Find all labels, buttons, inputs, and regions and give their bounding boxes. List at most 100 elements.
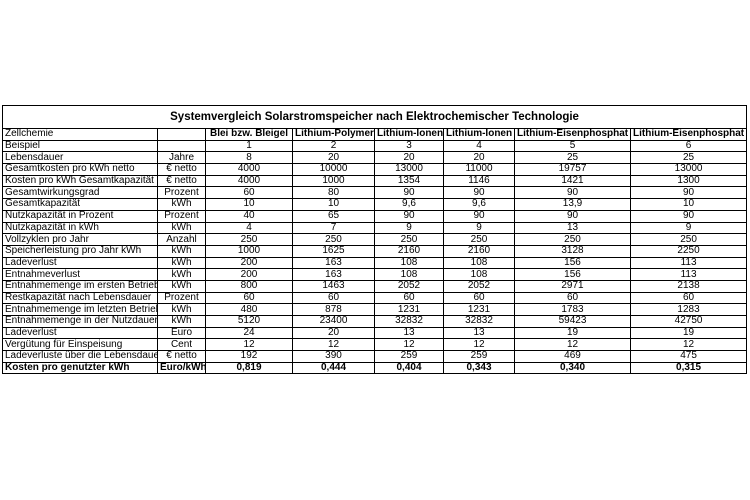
cell-value: 1783 — [514, 303, 631, 316]
cell-value: 163 — [292, 256, 375, 270]
row-label: Lebensdauer — [2, 151, 158, 165]
cell-value: 2250 — [629, 244, 748, 258]
table-row: Nutzkapazität in Prozent Prozent 40 65 90 90 9… — [2, 209, 748, 223]
cell-value: 0,315 — [629, 361, 748, 375]
table-row: Zellchemie Blei bzw. Bleigel Lithium-Polym… — [2, 128, 748, 141]
table-row: Speicherleistung pro Jahr kWh kWh 1000 1625… — [2, 244, 748, 258]
table-row: Vollzyklen pro Jahr Anzahl 250 250 250 250 250… — [2, 233, 748, 246]
cell-value: 250 — [205, 233, 293, 246]
cell-value: 13 — [374, 326, 444, 340]
cell-value: 80 — [292, 186, 375, 200]
cell-value: 12 — [292, 338, 375, 352]
row-label: Kosten pro genutzter kWh — [2, 361, 158, 375]
cell-value: 90 — [629, 209, 748, 223]
row-unit — [157, 139, 206, 153]
cell-value: 4 — [443, 139, 515, 153]
cell-value: Blei bzw. Bleigel — [205, 128, 293, 141]
cell-value: 13000 — [374, 163, 444, 176]
cell-value: 12 — [374, 338, 444, 352]
row-unit: kWh — [157, 244, 206, 258]
cell-value: 90 — [629, 186, 748, 200]
cell-value: 2138 — [629, 279, 748, 293]
row-label: Ladeverlust — [2, 326, 158, 340]
cell-value: 0,819 — [205, 361, 293, 375]
cell-value: 2052 — [374, 279, 444, 293]
cell-value: 4 — [205, 221, 293, 235]
row-label: Restkapazität nach Lebensdauer — [2, 291, 158, 305]
cell-value: 2 — [292, 139, 375, 153]
cell-value: 23400 — [292, 315, 375, 328]
row-unit: Euro — [157, 326, 206, 340]
cell-value: 250 — [443, 233, 515, 246]
row-label: Nutzkapazität in Prozent — [2, 209, 158, 223]
cell-value: 59423 — [514, 315, 631, 328]
cell-value: 60 — [205, 291, 293, 305]
row-unit: Prozent — [157, 209, 206, 223]
cell-value: 9,6 — [374, 198, 444, 211]
cell-value: 60 — [443, 291, 515, 305]
row-unit: kWh — [157, 256, 206, 270]
row-unit: kWh — [157, 315, 206, 328]
cell-value: 2052 — [443, 279, 515, 293]
cell-value: 113 — [629, 256, 748, 270]
cell-value: 1231 — [374, 303, 444, 316]
row-label: Gesamtwirkungsgrad — [2, 186, 158, 200]
cell-value: 90 — [514, 186, 631, 200]
table-row: Restkapazität nach Lebensdauer Prozent 60 6… — [2, 291, 748, 305]
row-unit: Anzahl — [157, 233, 206, 246]
table-row: Vergütung für Einspeisung Cent 12 12 12 12 12 1… — [2, 338, 748, 352]
table-row: Nutzkapazität in kWh kWh 4 7 9 9 13 9 — [2, 221, 748, 235]
cell-value: 20 — [292, 151, 375, 165]
cell-value: 12 — [629, 338, 748, 352]
row-unit: € netto — [157, 350, 206, 363]
cell-value: Lithium-Ionen — [374, 128, 444, 141]
table-title: Systemvergleich Solarstromspeicher nach … — [1, 105, 748, 129]
cell-value: 10 — [629, 198, 748, 211]
cell-value: 250 — [514, 233, 631, 246]
title-row: Systemvergleich Solarstromspeicher nach … — [1, 105, 748, 129]
comparison-table: Systemvergleich Solarstromspeicher nach … — [1, 105, 748, 375]
cell-value: 90 — [443, 186, 515, 200]
table-row: Gesamtkosten pro kWh netto € netto 4000 100… — [2, 163, 748, 176]
row-unit: kWh — [157, 279, 206, 293]
table-row: Gesamtwirkungsgrad Prozent 60 80 90 90 90 90 — [2, 186, 748, 200]
row-label: Entnahmemenge im letzten Betrieb — [2, 303, 158, 316]
cell-value: 60 — [514, 291, 631, 305]
cell-value: 2160 — [443, 244, 515, 258]
cell-value: 90 — [443, 209, 515, 223]
cell-value: 20 — [374, 151, 444, 165]
table-row: Entnahmemenge in der Nutzdauer kWh 5120 234… — [2, 315, 748, 328]
row-unit: Cent — [157, 338, 206, 352]
cell-value: 390 — [292, 350, 375, 363]
cell-value: Lithium-Polymer — [292, 128, 375, 141]
cell-value: 9 — [443, 221, 515, 235]
cell-value: 12 — [205, 338, 293, 352]
cell-value: 878 — [292, 303, 375, 316]
cell-value: 7 — [292, 221, 375, 235]
table-row: Entnahmemenge im ersten Betrieb kWh 800 146… — [2, 279, 748, 293]
cell-value: 6 — [629, 139, 748, 153]
cell-value: Lithium-Eisenphosphat — [629, 128, 748, 141]
row-unit: kWh — [157, 221, 206, 235]
cell-value: 469 — [514, 350, 631, 363]
row-unit: Jahre — [157, 151, 206, 165]
cell-value: 259 — [443, 350, 515, 363]
cell-value: 42750 — [629, 315, 748, 328]
row-label: Speicherleistung pro Jahr kWh — [2, 244, 158, 258]
cell-value: 259 — [374, 350, 444, 363]
table-row: Entnahmeverlust kWh 200 163 108 108 156 113 — [2, 268, 748, 281]
cell-value: 13 — [443, 326, 515, 340]
cell-value: 200 — [205, 268, 293, 281]
cell-value: 108 — [374, 256, 444, 270]
table-row: Entnahmemenge im letzten Betrieb kWh 480 87… — [2, 303, 748, 316]
cell-value: Lithium-Eisenphosphat — [514, 128, 631, 141]
cell-value: 90 — [374, 186, 444, 200]
table-row: Ladeverluste über die Lebensdauer € netto… — [2, 350, 748, 363]
cell-value: 25 — [514, 151, 631, 165]
cell-value: 156 — [514, 256, 631, 270]
cell-value: 11000 — [443, 163, 515, 176]
table-row: Ladeverlust Euro 24 20 13 13 19 19 — [2, 326, 748, 340]
cell-value: 4000 — [205, 163, 293, 176]
table-row: Lebensdauer Jahre 8 20 20 20 25 25 — [2, 151, 748, 165]
